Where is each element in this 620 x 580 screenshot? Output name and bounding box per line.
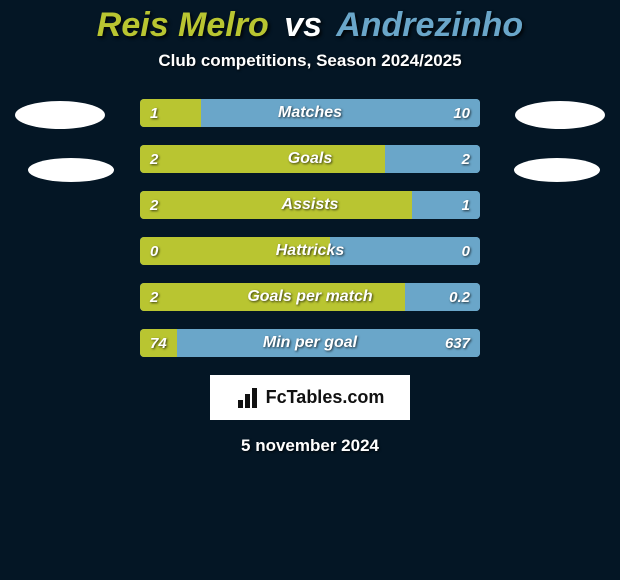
- stat-left-fill: [140, 191, 412, 219]
- subtitle: Club competitions, Season 2024/2025: [0, 51, 620, 71]
- comparison-title: Reis Melro vs Andrezinho: [0, 0, 620, 45]
- fctables-logo: FcTables.com: [210, 375, 410, 420]
- stat-left-fill: [140, 145, 385, 173]
- player1-club-placeholder: [28, 158, 114, 182]
- player2-avatar-placeholder: [515, 101, 605, 129]
- bar-chart-icon: [236, 388, 260, 408]
- comparison-content: 110Matches 22Goals 21Assists 00Hattricks 20.…: [0, 99, 620, 456]
- stat-row: 20.2Goals per match: [140, 283, 480, 311]
- stat-row: 22Goals: [140, 145, 480, 173]
- stat-row: 74637Min per goal: [140, 329, 480, 357]
- stat-right-fill: [412, 191, 480, 219]
- stat-row: 00Hattricks: [140, 237, 480, 265]
- player1-avatar-placeholder: [15, 101, 105, 129]
- stat-right-fill: [405, 283, 480, 311]
- player1-name: Reis Melro: [97, 6, 269, 44]
- stat-row: 110Matches: [140, 99, 480, 127]
- stat-left-fill: [140, 99, 201, 127]
- stat-row: 21Assists: [140, 191, 480, 219]
- stats-bars: 110Matches 22Goals 21Assists 00Hattricks 20.…: [140, 99, 480, 357]
- stat-left-fill: [140, 283, 405, 311]
- stat-right-fill: [201, 99, 480, 127]
- stat-right-fill: [177, 329, 480, 357]
- stat-right-fill: [385, 145, 480, 173]
- player2-name: Andrezinho: [336, 6, 523, 44]
- stat-left-fill: [140, 329, 177, 357]
- stat-right-fill: [330, 237, 480, 265]
- player2-club-placeholder: [514, 158, 600, 182]
- date-text: 5 november 2024: [0, 436, 620, 456]
- vs-text: vs: [284, 6, 322, 44]
- logo-text: FcTables.com: [266, 387, 385, 408]
- stat-left-fill: [140, 237, 330, 265]
